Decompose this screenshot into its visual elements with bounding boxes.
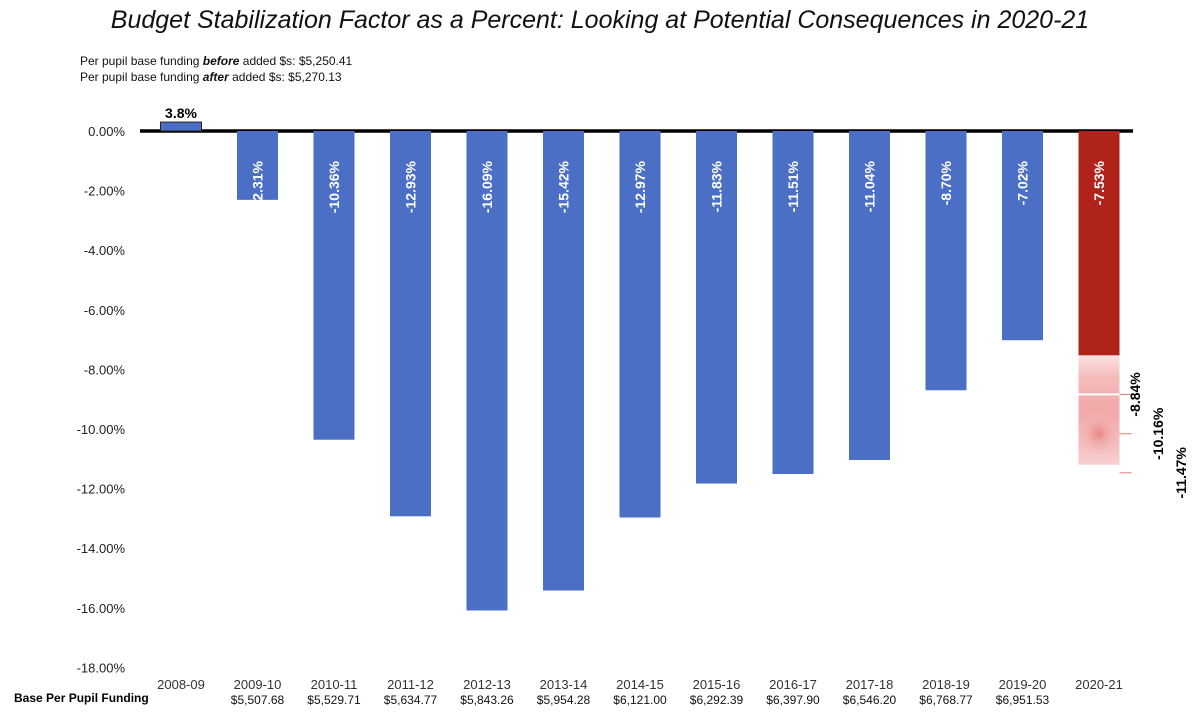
y-tick-label: -4.00% bbox=[84, 243, 126, 258]
x-tick-label: 2009-10 bbox=[234, 677, 282, 692]
y-tick-label: -8.00% bbox=[84, 362, 126, 377]
data-label: -11.51% bbox=[785, 160, 801, 212]
note-after-suffix: added $s: $5,270.13 bbox=[228, 70, 342, 84]
y-tick-label: -2.00% bbox=[84, 184, 126, 199]
bar bbox=[466, 131, 508, 611]
data-label: -2.31% bbox=[250, 160, 266, 205]
bar bbox=[696, 131, 737, 484]
funding-label: $6,546.20 bbox=[843, 693, 897, 707]
note-before-funding: Per pupil base funding before added $s: … bbox=[80, 54, 352, 68]
funding-label: $6,768.77 bbox=[919, 693, 973, 707]
bar bbox=[1078, 131, 1120, 356]
funding-label: $6,951.53 bbox=[996, 693, 1050, 707]
funding-label: $6,292.39 bbox=[690, 693, 744, 707]
y-tick-label: 0.00% bbox=[88, 124, 125, 139]
funding-label: $5,843.26 bbox=[460, 693, 514, 707]
bar bbox=[313, 131, 355, 440]
bar bbox=[619, 131, 661, 518]
chart-title: Budget Stabilization Factor as a Percent… bbox=[110, 6, 1090, 34]
bar bbox=[160, 121, 202, 132]
x-tick-label: 2011-12 bbox=[387, 677, 434, 692]
data-label: -8.70% bbox=[938, 160, 954, 205]
data-label: -15.42% bbox=[556, 160, 572, 213]
x-tick-label: 2014-15 bbox=[616, 677, 664, 692]
note-after-word: after bbox=[202, 70, 229, 84]
note-after-funding: Per pupil base funding after added $s: $… bbox=[80, 70, 342, 84]
x-tick-label: 2016-17 bbox=[769, 677, 817, 692]
bar bbox=[772, 131, 814, 474]
funding-label: $5,634.77 bbox=[384, 693, 438, 707]
data-label: -7.02% bbox=[1015, 160, 1031, 205]
x-tick-label: 2012-13 bbox=[463, 677, 511, 692]
funding-label: $5,529.71 bbox=[307, 693, 361, 707]
scenario-core bbox=[1078, 411, 1120, 456]
funding-row-label: Base Per Pupil Funding bbox=[14, 691, 149, 705]
note-before-prefix: Per pupil base funding bbox=[80, 54, 203, 68]
data-label: 3.8% bbox=[165, 105, 197, 121]
bar bbox=[390, 131, 431, 517]
data-label: -10.36% bbox=[326, 160, 342, 213]
x-tick-label: 2010-11 bbox=[311, 677, 358, 692]
bar bbox=[237, 131, 278, 200]
scenario-label: -10.16% bbox=[1150, 407, 1166, 460]
y-tick-label: -12.00% bbox=[77, 482, 126, 497]
y-tick-label: -6.00% bbox=[84, 303, 126, 318]
x-tick-label: 2008-09 bbox=[157, 677, 205, 692]
y-tick-label: -10.00% bbox=[77, 422, 126, 437]
funding-label: $6,121.00 bbox=[613, 693, 667, 707]
x-tick-label: 2018-19 bbox=[922, 677, 970, 692]
data-label: -12.97% bbox=[632, 160, 648, 213]
data-label: -16.09% bbox=[479, 160, 495, 213]
funding-label: $5,507.68 bbox=[231, 693, 285, 707]
x-tick-label: 2019-20 bbox=[999, 677, 1047, 692]
y-tick-label: -16.00% bbox=[77, 601, 126, 616]
bar bbox=[543, 131, 584, 591]
funding-label: $6,397.90 bbox=[766, 693, 820, 707]
bar bbox=[1002, 131, 1043, 341]
note-before-suffix: added $s: $5,250.41 bbox=[239, 54, 353, 68]
x-tick-label: 2020-21 bbox=[1075, 677, 1123, 692]
note-after-prefix: Per pupil base funding bbox=[80, 70, 203, 84]
data-label: -7.53% bbox=[1091, 160, 1107, 205]
x-tick-label: 2015-16 bbox=[693, 677, 741, 692]
data-label: -12.93% bbox=[403, 160, 419, 213]
scenario-label: -11.47% bbox=[1173, 447, 1189, 499]
funding-label: $5,954.28 bbox=[537, 693, 591, 707]
x-tick-label: 2013-14 bbox=[540, 677, 588, 692]
data-label: -11.04% bbox=[862, 160, 878, 212]
y-tick-label: -18.00% bbox=[77, 660, 126, 675]
bar bbox=[849, 131, 890, 460]
note-before-word: before bbox=[202, 54, 240, 68]
bar bbox=[925, 131, 967, 391]
scenario-label: -8.84% bbox=[1127, 372, 1143, 417]
y-tick-label: -14.00% bbox=[77, 541, 126, 556]
data-label: -11.83% bbox=[709, 160, 725, 212]
x-tick-label: 2017-18 bbox=[846, 677, 894, 692]
